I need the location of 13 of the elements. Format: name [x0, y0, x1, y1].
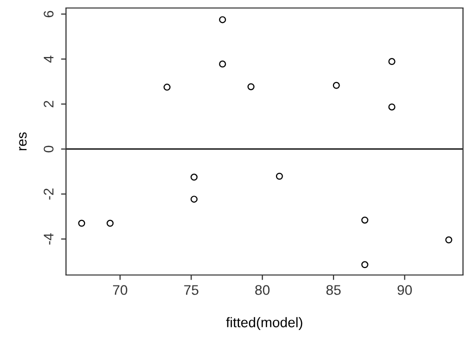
x-tick-label: 80 — [255, 285, 270, 295]
y-tick-label: 2 — [44, 100, 54, 108]
y-tick-label: -2 — [44, 188, 54, 200]
x-axis-title: fitted(model) — [226, 317, 302, 330]
x-tick-label: 75 — [184, 285, 198, 295]
x-tick-label: 85 — [326, 285, 341, 295]
x-tick-label: 70 — [113, 285, 128, 295]
y-axis-title: res — [19, 132, 27, 150]
y-tick-label: 0 — [44, 146, 54, 152]
y-tick-label: 6 — [44, 10, 54, 18]
y-tick-label: -4 — [44, 233, 54, 245]
y-tick-label: 4 — [44, 56, 54, 63]
x-tick-label: 90 — [398, 285, 412, 295]
